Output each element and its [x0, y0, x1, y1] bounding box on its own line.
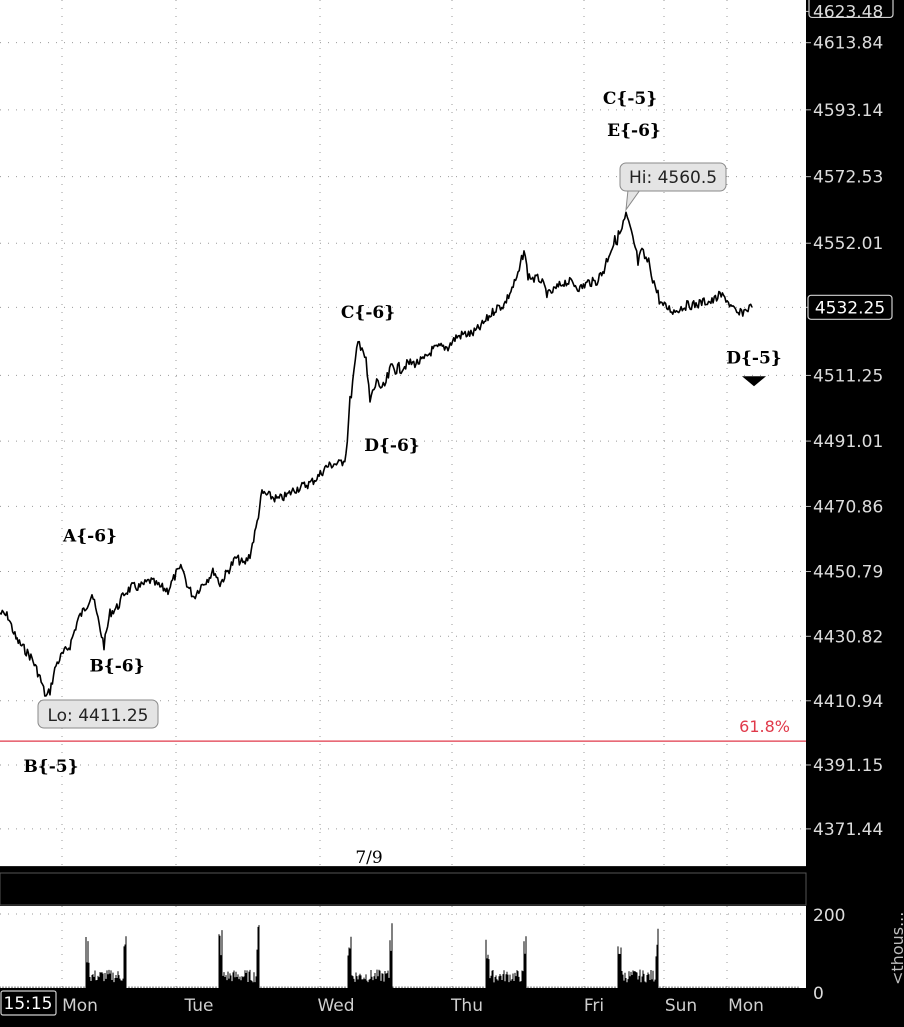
time-tick-label: Fri: [584, 996, 604, 1016]
low-callout: Lo: 4411.25: [37, 699, 159, 729]
down-triangle-marker-icon: [742, 376, 766, 387]
price-tick-label: 4572.53: [813, 168, 883, 188]
date-marker-label: 7/9: [355, 848, 382, 868]
low-callout-box: [37, 699, 159, 729]
price-tick-label: 4552.01: [813, 234, 883, 254]
wave-label: B{-5}: [23, 757, 78, 777]
volume-panel[interactable]: [0, 906, 806, 988]
high-callout: Hi: 4560.5: [619, 162, 727, 212]
time-tick-label: Tue: [183, 996, 213, 1016]
last-price-tag: 4532.25: [807, 294, 893, 320]
volume-axis-max: 200: [813, 906, 845, 926]
wave-label: D{-6}: [364, 436, 420, 456]
time-tick-label: Mon: [62, 996, 98, 1016]
price-tick-label: 4511.25: [813, 366, 883, 386]
current-time-box: [0, 990, 57, 1016]
volume-axis-min: 0: [813, 984, 824, 1004]
price-tick-label: 4391.15: [813, 756, 883, 776]
wave-label: B{-6}: [89, 656, 144, 676]
last-price-box: [807, 294, 893, 320]
fib-61-8-label: 61.8%: [739, 717, 790, 736]
price-tick-label: 4410.94: [813, 692, 883, 712]
wave-label: A{-6}: [62, 527, 117, 547]
volume-unit-label: <thous...: [888, 912, 904, 985]
price-series-line: [0, 211, 753, 697]
wave-label: C{-6}: [341, 303, 395, 323]
low-callout-label: Lo: 4411.25: [47, 706, 148, 726]
price-tick-label: 4593.14: [813, 101, 883, 121]
time-axis[interactable]: Mon Tue Wed Thu Fri Sun Mon: [62, 996, 764, 1016]
last-price-value: 4532.25: [815, 298, 885, 318]
volume-bars: [0, 923, 799, 988]
wave-label: D{-5}: [726, 348, 782, 368]
price-tick-label: 4470.86: [813, 497, 883, 517]
wave-label: C{-5}: [603, 89, 657, 109]
wave-label: E{-6}: [607, 121, 661, 141]
indicator-divider-panel: [0, 872, 807, 906]
volume-grid: [0, 906, 806, 988]
price-tick-label: 4430.82: [813, 627, 883, 647]
high-callout-label: Hi: 4560.5: [629, 168, 717, 188]
time-tick-label: Thu: [450, 996, 483, 1016]
time-tick-label: Mon: [728, 996, 764, 1016]
wave-labels: A{-6} B{-6} C{-6} D{-6} C{-5} E{-6} D{-5} B{-5}: [23, 89, 781, 777]
price-tick-label: 4623.48: [813, 2, 883, 22]
price-tick-label: 4450.79: [813, 563, 883, 583]
time-tick-label: Sun: [665, 996, 697, 1016]
price-panel[interactable]: [0, 0, 806, 866]
price-grid: [0, 0, 806, 866]
current-time-label: 15:15: [4, 994, 53, 1014]
time-tick-label: Wed: [317, 996, 354, 1016]
price-tick-label: 4613.84: [813, 34, 883, 54]
price-tick-label: 4371.44: [813, 820, 883, 840]
top-price-box: [808, 0, 894, 19]
high-callout-box: [619, 162, 727, 192]
price-tick-label: 4491.01: [813, 432, 883, 452]
